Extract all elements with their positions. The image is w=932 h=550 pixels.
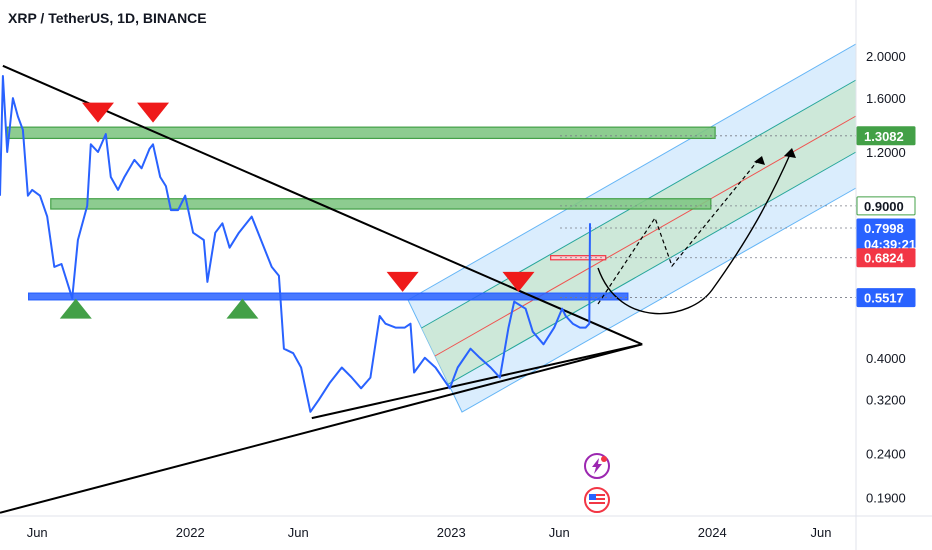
price-badge <box>856 126 916 146</box>
support-marker <box>59 298 92 319</box>
trend-line <box>311 343 643 420</box>
resistance-marker <box>386 271 419 292</box>
x-tick-label: 2024 <box>698 525 727 540</box>
price-badge-label: 0.9000 <box>864 199 904 214</box>
price-line <box>0 75 591 413</box>
horizontal-zone <box>50 198 712 210</box>
projection-arrowhead <box>754 156 765 165</box>
y-tick-label: 1.2000 <box>866 145 906 160</box>
x-tick-label: 2022 <box>176 525 205 540</box>
series-layer <box>0 75 591 413</box>
price-badge-label: 0.7998 <box>864 221 904 236</box>
horizontal-zone <box>550 255 607 261</box>
horizontal-zone <box>28 292 629 301</box>
price-badge-label: 1.3082 <box>864 129 904 144</box>
flash-icon[interactable] <box>583 452 611 480</box>
horizontal-zone <box>6 126 716 140</box>
price-badge <box>856 288 916 308</box>
support-marker <box>226 298 259 319</box>
resistance-marker <box>137 102 170 123</box>
x-tick-label: Jun <box>549 525 570 540</box>
x-tick-label: Jun <box>288 525 309 540</box>
price-badge <box>856 196 916 216</box>
time-axis: Jun 2022 Jun 2023 Jun 2024 Jun <box>0 515 932 540</box>
price-badge <box>856 248 916 268</box>
x-tick-label: 2023 <box>437 525 466 540</box>
us-flag-icon[interactable] <box>583 486 611 514</box>
channel-inner-band <box>421 80 856 384</box>
price-badge-label: 0.6824 <box>864 251 905 266</box>
projection-dashed-path <box>597 157 761 305</box>
trend-line <box>0 343 643 514</box>
resistance-marker <box>81 102 114 123</box>
y-tick-label: 0.1900 <box>866 490 906 505</box>
price-badge-label: 0.5517 <box>864 291 904 306</box>
y-tick-label: 0.4000 <box>866 351 906 366</box>
y-tick-label: 1.6000 <box>866 91 906 106</box>
y-tick-label: 2.0000 <box>866 49 906 64</box>
x-tick-label: Jun <box>810 525 831 540</box>
chart-title: XRP / TetherUS, 1D, BINANCE <box>8 10 207 26</box>
x-tick-label: Jun <box>27 525 48 540</box>
resistance-marker <box>502 271 535 292</box>
annotation-layer <box>0 43 857 514</box>
channel-line <box>448 151 857 385</box>
y-tick-label: 0.3200 <box>866 393 906 408</box>
y-tick-label: 0.2400 <box>866 447 906 462</box>
trend-line <box>2 64 643 346</box>
price-axis: 2.0000 1.6000 1.2000 0.4000 0.3200 0.2400 0.19… <box>855 0 906 550</box>
projection-curve-path <box>597 149 793 315</box>
projection-arrowhead <box>784 148 796 158</box>
